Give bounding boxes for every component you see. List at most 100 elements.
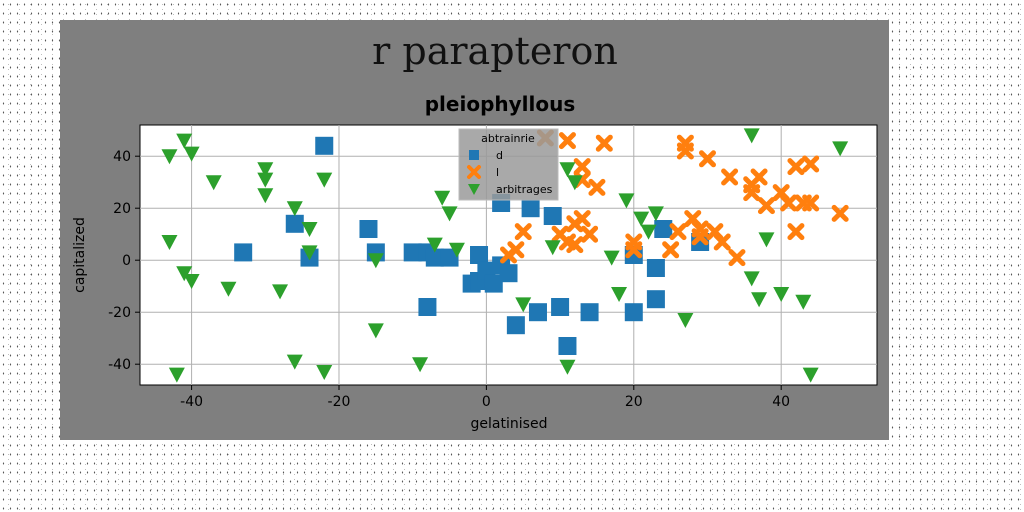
point-l bbox=[780, 194, 798, 212]
point-l bbox=[573, 210, 591, 228]
point-arbitrages bbox=[751, 292, 768, 308]
point-l bbox=[698, 150, 716, 168]
point-arbitrages bbox=[205, 175, 222, 191]
point-arbitrages bbox=[183, 274, 200, 289]
point-d bbox=[440, 248, 459, 267]
y-tick-label: 20 bbox=[113, 201, 131, 217]
point-arbitrages bbox=[647, 206, 664, 222]
point-l bbox=[514, 223, 532, 241]
data-points bbox=[161, 128, 849, 383]
point-d bbox=[359, 220, 378, 238]
point-arbitrages bbox=[257, 162, 274, 178]
point-l bbox=[662, 241, 680, 259]
point-d bbox=[551, 298, 570, 316]
point-arbitrages bbox=[773, 287, 790, 302]
axis-ticks: -40 -20 0 20 40 -40 -20 0 20 40 bbox=[108, 149, 790, 410]
point-d bbox=[425, 248, 444, 267]
point-d bbox=[499, 264, 518, 283]
point-d bbox=[470, 246, 489, 264]
point-arbitrages bbox=[412, 357, 429, 373]
point-d bbox=[624, 246, 643, 264]
point-d bbox=[543, 207, 562, 225]
figure-suptitle: r parapteron bbox=[372, 29, 618, 73]
point-arbitrages bbox=[515, 297, 532, 313]
x-tick-label: -20 bbox=[328, 394, 351, 410]
legend-marker-l bbox=[467, 165, 481, 179]
point-l bbox=[625, 233, 643, 251]
point-arbitrages bbox=[168, 367, 185, 383]
point-arbitrages bbox=[367, 323, 384, 339]
point-arbitrages bbox=[743, 271, 760, 287]
point-arbitrages bbox=[286, 354, 303, 370]
figure-canvas: r parapteron pleiophyllous -40 -20 0 20 40 -4… bbox=[60, 20, 889, 440]
point-d bbox=[315, 136, 334, 155]
y-tick-label: -40 bbox=[108, 357, 131, 373]
point-arbitrages bbox=[286, 201, 303, 217]
point-l bbox=[669, 223, 687, 241]
point-arbitrages bbox=[161, 149, 178, 165]
y-tick-label: -20 bbox=[108, 305, 131, 321]
x-tick-label: 20 bbox=[625, 394, 643, 410]
point-arbitrages bbox=[176, 266, 193, 282]
point-arbitrages bbox=[301, 245, 318, 261]
point-arbitrages bbox=[426, 237, 443, 253]
point-arbitrages bbox=[559, 359, 576, 375]
point-arbitrages bbox=[566, 175, 583, 191]
point-l bbox=[691, 228, 709, 246]
point-arbitrages bbox=[434, 190, 451, 206]
point-l bbox=[573, 158, 591, 176]
point-l bbox=[588, 178, 606, 196]
point-l bbox=[676, 134, 694, 152]
scatter-chart: r parapteron pleiophyllous -40 -20 0 20 40-4… bbox=[72, 29, 878, 432]
point-d bbox=[624, 303, 643, 322]
point-arbitrages bbox=[257, 172, 274, 188]
point-arbitrages bbox=[611, 287, 628, 302]
y-axis-label: capitalized bbox=[72, 217, 88, 293]
point-d bbox=[580, 303, 599, 322]
legend-title: abtrainrie bbox=[481, 132, 535, 145]
point-l bbox=[750, 168, 768, 186]
point-d bbox=[418, 298, 437, 316]
point-l bbox=[743, 184, 761, 202]
point-d bbox=[484, 274, 503, 293]
point-l bbox=[728, 249, 746, 267]
y-tick-label: 40 bbox=[113, 149, 131, 165]
point-l bbox=[566, 236, 584, 254]
point-l bbox=[713, 233, 731, 251]
point-arbitrages bbox=[559, 162, 576, 178]
x-axis-label: gelatinised bbox=[471, 416, 548, 432]
point-d bbox=[506, 316, 525, 335]
point-arbitrages bbox=[795, 294, 812, 310]
point-d bbox=[521, 199, 540, 218]
legend-marker-d bbox=[469, 150, 479, 160]
legend-label-l: l bbox=[496, 166, 499, 179]
point-d bbox=[691, 233, 710, 251]
point-l bbox=[831, 204, 849, 222]
point-arbitrages bbox=[316, 365, 333, 380]
point-d bbox=[234, 243, 253, 262]
point-arbitrages bbox=[448, 242, 465, 258]
point-l bbox=[787, 158, 805, 176]
point-arbitrages bbox=[441, 206, 458, 222]
legend-label-arbitrages: arbitrages bbox=[496, 183, 553, 196]
point-l bbox=[802, 155, 820, 173]
legend-label-d: d bbox=[496, 149, 503, 162]
point-d bbox=[558, 337, 577, 355]
point-arbitrages bbox=[316, 172, 333, 188]
x-tick-label: 0 bbox=[482, 394, 491, 410]
point-l bbox=[507, 241, 525, 259]
y-tick-label: 0 bbox=[122, 253, 131, 269]
point-arbitrages bbox=[220, 281, 237, 297]
point-l bbox=[595, 134, 613, 152]
point-arbitrages bbox=[832, 141, 849, 157]
point-arbitrages bbox=[257, 188, 274, 204]
point-arbitrages bbox=[301, 222, 318, 237]
point-arbitrages bbox=[272, 284, 289, 300]
point-l bbox=[721, 168, 739, 186]
point-l bbox=[802, 194, 820, 212]
point-l bbox=[787, 223, 805, 241]
x-tick-label: 40 bbox=[772, 394, 790, 410]
point-l bbox=[757, 197, 775, 215]
legend: abtrainrie d l arbitrages bbox=[458, 128, 559, 201]
point-arbitrages bbox=[544, 240, 561, 256]
